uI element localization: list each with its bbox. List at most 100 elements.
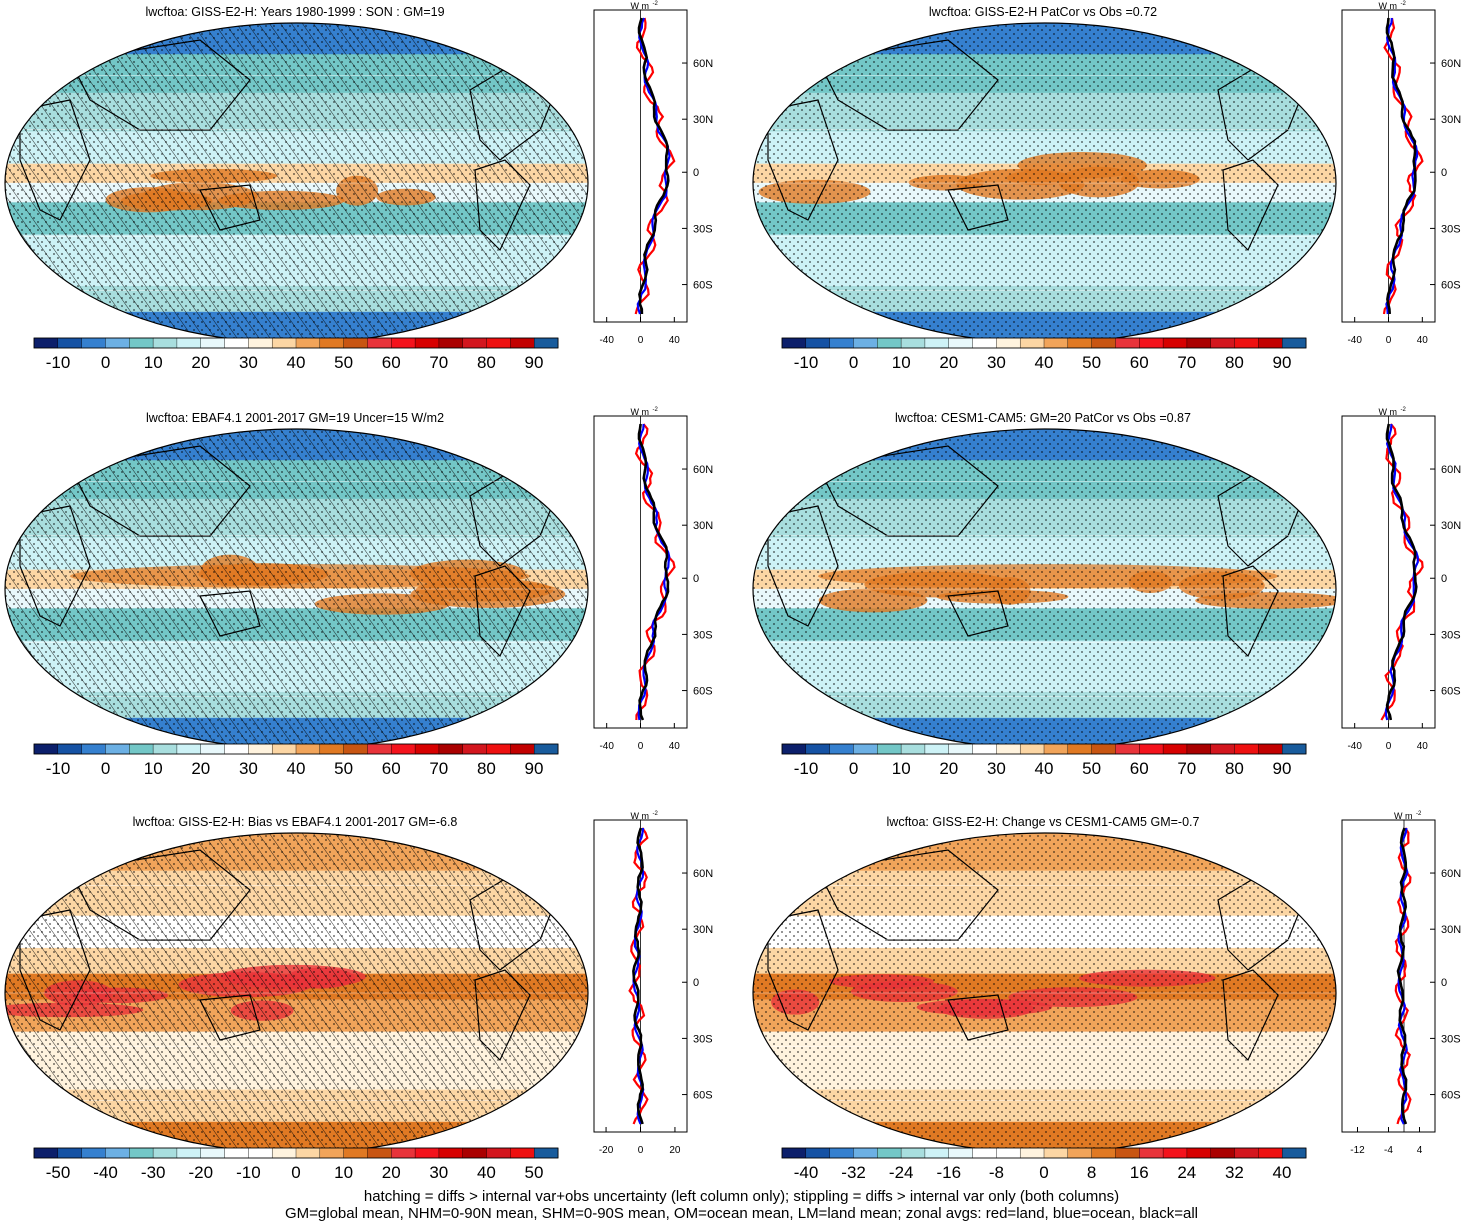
colorbar-swatch	[1091, 337, 1116, 349]
colorbar-label: 40	[1273, 1163, 1292, 1182]
colorbar-label: 24	[1177, 1163, 1196, 1182]
colorbar-swatch	[462, 743, 488, 755]
colorbar-swatch	[391, 743, 416, 755]
colorbar-label: 80	[1225, 759, 1244, 778]
profile-unit-label: W m	[1379, 407, 1398, 417]
colorbar-swatch	[948, 743, 974, 755]
colorbar-swatch	[271, 743, 297, 755]
colorbar-label: 90	[1273, 353, 1292, 372]
profile-tick-label: -20	[599, 1145, 614, 1156]
profile-line-ocean	[1384, 423, 1419, 721]
lat-label: 30S	[1441, 629, 1461, 641]
lat-label: 60S	[693, 1090, 713, 1102]
colorbar-swatch	[224, 1147, 249, 1159]
colorbar-label: 50	[525, 1163, 544, 1182]
lat-label: 0	[1441, 573, 1447, 585]
colorbar-swatch	[829, 743, 854, 755]
lat-label: 30N	[1441, 520, 1461, 532]
panel-title: lwcftoa: EBAF4.1 2001-2017 GM=19 Uncer=1…	[146, 411, 444, 425]
colorbar-label: 30	[987, 759, 1006, 778]
colorbar-swatch	[1258, 743, 1283, 755]
panel-3: lwcftoa: EBAF4.1 2001-2017 GM=19 Uncer=1…	[4, 407, 713, 778]
colorbar-swatch	[1234, 1147, 1259, 1159]
map-field	[5, 833, 588, 1153]
profile-tick-label: 20	[669, 1145, 681, 1156]
colorbar-swatch	[486, 743, 511, 755]
panel-title: lwcftoa: GISS-E2-H: Years 1980-1999 : SO…	[145, 5, 444, 19]
colorbar-swatch	[224, 743, 249, 755]
colorbar-frame	[33, 1147, 559, 1159]
colorbar-swatch	[805, 337, 831, 349]
colorbar-swatch	[343, 337, 368, 349]
colorbar-swatch	[853, 743, 878, 755]
colorbar-label: 20	[191, 353, 210, 372]
colorbar-label: 30	[239, 759, 258, 778]
colorbar-swatch	[510, 743, 535, 755]
colorbar-swatch	[900, 337, 926, 349]
lat-label: 60S	[1441, 280, 1461, 292]
colorbar-label: 40	[477, 1163, 496, 1182]
colorbar-swatch	[1281, 743, 1307, 755]
colorbar-label: 50	[334, 759, 353, 778]
colorbar-swatch	[81, 1147, 106, 1159]
colorbar-label: 40	[287, 353, 306, 372]
lat-label: 0	[693, 167, 699, 179]
colorbar-swatch	[1043, 743, 1069, 755]
colorbar-label: 40	[287, 759, 306, 778]
panel-2: lwcftoa: GISS-E2-H PatCor vs Obs =0.72 -1…	[752, 1, 1461, 372]
colorbar-swatch	[853, 337, 878, 349]
colorbar-label: 50	[1082, 759, 1101, 778]
colorbar-swatch	[1043, 1147, 1069, 1159]
profile-unit-exp: -2	[653, 407, 659, 413]
colorbar-label: 70	[1177, 353, 1196, 372]
panel-title: lwcftoa: GISS-E2-H: Change vs CESM1-CAM5…	[887, 815, 1200, 829]
panel-title: lwcftoa: GISS-E2-H PatCor vs Obs =0.72	[929, 5, 1157, 19]
colorbar-swatch	[152, 337, 178, 349]
colorbar-label: 60	[382, 353, 401, 372]
colorbar-swatch	[781, 337, 807, 349]
colorbar-swatch	[438, 337, 464, 349]
colorbar-swatch	[462, 1147, 488, 1159]
lat-label: 30S	[693, 223, 713, 235]
profile-line-ocean	[637, 423, 671, 721]
profile-unit-exp: -2	[1416, 811, 1422, 817]
profile-line-all	[637, 423, 670, 721]
colorbar-swatch	[319, 743, 345, 755]
colorbar-swatch	[1162, 743, 1188, 755]
lat-label: 60S	[693, 280, 713, 292]
colorbar-label: 20	[382, 1163, 401, 1182]
colorbar-swatch	[900, 743, 926, 755]
colorbar-swatch	[1091, 1147, 1116, 1159]
colorbar-label: -30	[141, 1163, 166, 1182]
colorbar-swatch	[1186, 337, 1212, 349]
panel-4: lwcftoa: CESM1-CAM5: GM=20 PatCor vs Obs…	[752, 407, 1461, 778]
colorbar-swatch	[200, 337, 226, 349]
panel-6: lwcftoa: GISS-E2-H: Change vs CESM1-CAM5…	[752, 811, 1461, 1182]
profile-line-land	[634, 17, 676, 315]
colorbar-label: 32	[1225, 1163, 1244, 1182]
colorbar-swatch	[877, 1147, 902, 1159]
colorbar-label: 10	[144, 759, 163, 778]
stippling	[753, 429, 1336, 749]
colorbar-label: 70	[1177, 759, 1196, 778]
colorbar-swatch	[900, 1147, 926, 1159]
colorbar-label: 40	[1035, 353, 1054, 372]
footnote-line2: GM=global mean, NHM=0-90N mean, SHM=0-90…	[284, 1205, 1198, 1222]
colorbar-label: -24	[889, 1163, 914, 1182]
colorbar-swatch	[367, 337, 392, 349]
colorbar-swatch	[57, 337, 83, 349]
colorbar-frame	[781, 743, 1307, 755]
colorbar-swatch	[105, 743, 130, 755]
colorbar-label: 0	[849, 759, 858, 778]
lat-label: 60N	[693, 58, 713, 70]
colorbar-swatch	[829, 1147, 854, 1159]
colorbar-label: 0	[849, 353, 858, 372]
colorbar-swatch	[176, 337, 202, 349]
colorbar-label: 0	[101, 759, 110, 778]
colorbar-label: 80	[1225, 353, 1244, 372]
colorbar-swatch	[486, 1147, 511, 1159]
colorbar-swatch	[1210, 337, 1236, 349]
colorbar-swatch	[319, 1147, 345, 1159]
stippling	[753, 833, 1336, 1153]
colorbar-swatch	[972, 743, 997, 755]
